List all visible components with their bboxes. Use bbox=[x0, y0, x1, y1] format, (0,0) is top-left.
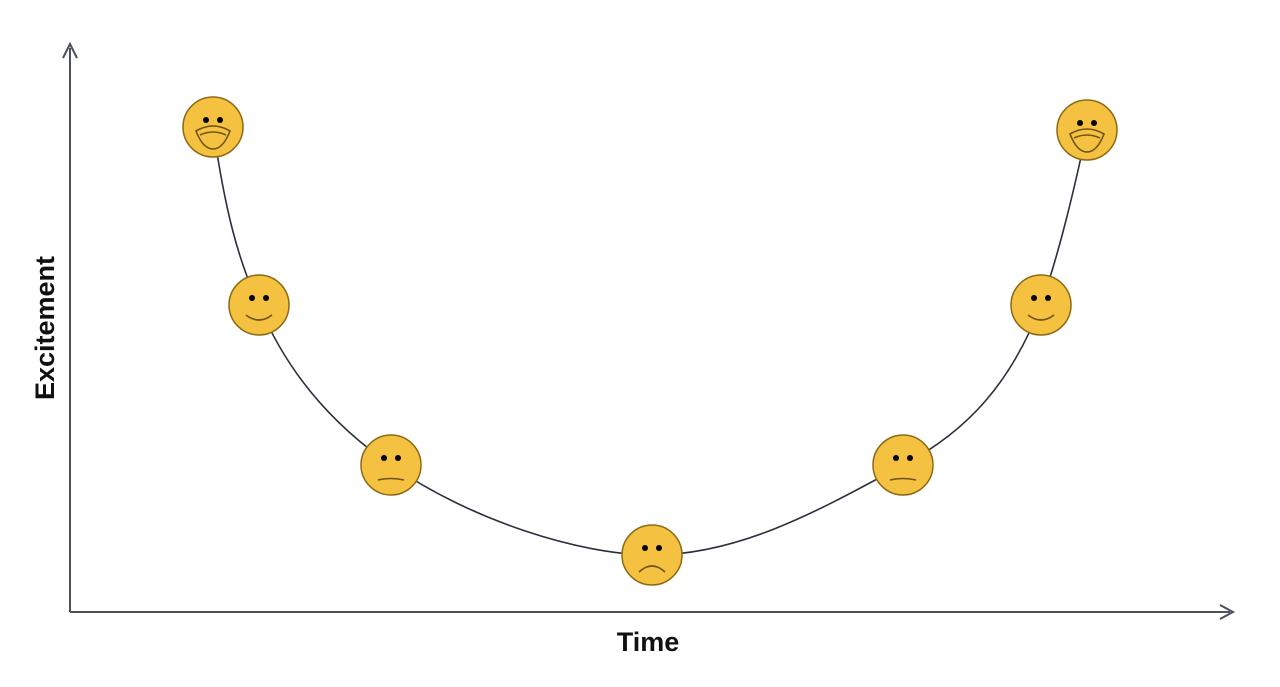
sad-face bbox=[621, 524, 683, 586]
smiling-face bbox=[228, 274, 290, 336]
y-axis-label: Excitement bbox=[30, 256, 60, 400]
laughing-face bbox=[1056, 99, 1118, 161]
laughing-face bbox=[182, 96, 244, 158]
uneasy-face bbox=[360, 434, 422, 496]
x-axis-label: Time bbox=[617, 627, 680, 657]
uneasy-face bbox=[872, 434, 934, 496]
x-axis-arrow bbox=[1219, 604, 1236, 620]
excitement-curve bbox=[212, 126, 1088, 556]
y-axis-arrow bbox=[62, 41, 78, 59]
smiling-face bbox=[1010, 274, 1072, 336]
